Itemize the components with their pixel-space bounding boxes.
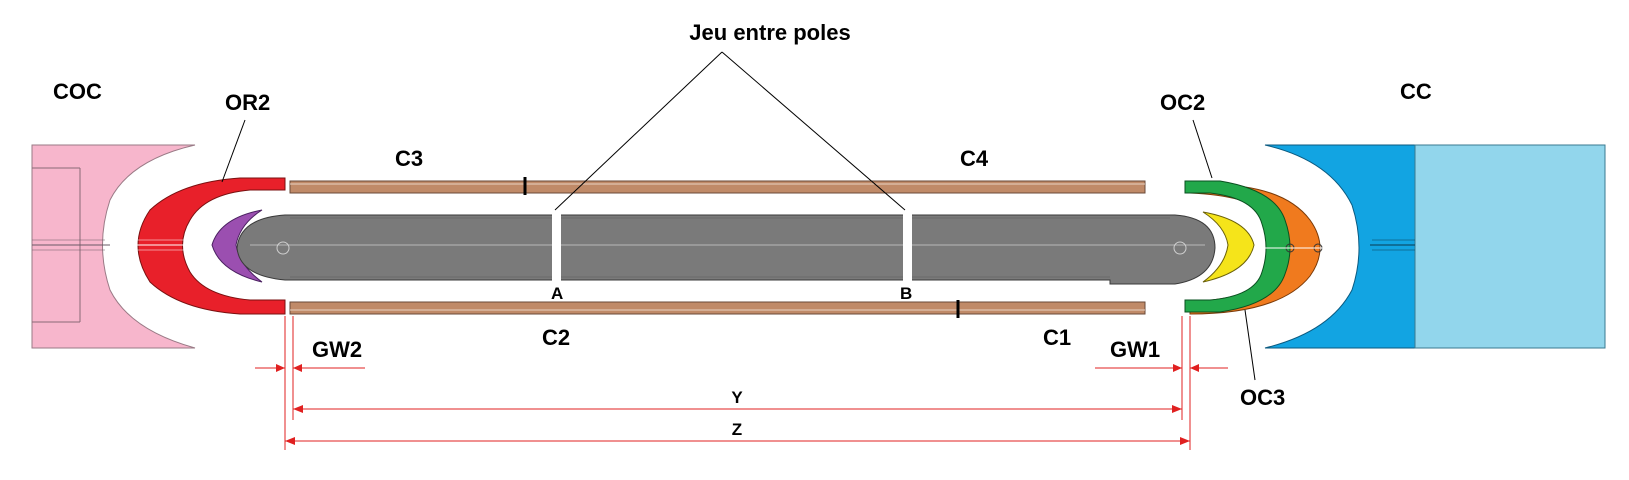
cc-label: CC xyxy=(1400,79,1432,104)
point-a-label: A xyxy=(551,284,563,303)
c1-label: C1 xyxy=(1043,325,1071,350)
dim-y-label: Y xyxy=(731,388,743,407)
pole-body xyxy=(236,212,1216,285)
coc-label: COC xyxy=(53,79,102,104)
coc-block xyxy=(31,144,196,349)
cc-block xyxy=(1264,144,1606,349)
or2-label: OR2 xyxy=(225,90,270,115)
gw1-label: GW1 xyxy=(1110,337,1160,362)
dim-z-label: Z xyxy=(732,420,742,439)
title-label: Jeu entre poles xyxy=(689,20,850,45)
leader-lines xyxy=(221,51,1256,381)
dimension-lines xyxy=(255,316,1228,450)
lower-coil-bar xyxy=(289,300,1146,318)
point-b-label: B xyxy=(900,284,912,303)
c4-label: C4 xyxy=(960,146,989,171)
or2-crescent xyxy=(125,177,286,315)
c3-label: C3 xyxy=(395,146,423,171)
gw2-label: GW2 xyxy=(312,337,362,362)
oc-crescents xyxy=(1184,180,1330,315)
oc3-label: OC3 xyxy=(1240,385,1285,410)
c2-label: C2 xyxy=(542,325,570,350)
oc2-label: OC2 xyxy=(1160,90,1205,115)
upper-coil-bar xyxy=(289,177,1146,195)
